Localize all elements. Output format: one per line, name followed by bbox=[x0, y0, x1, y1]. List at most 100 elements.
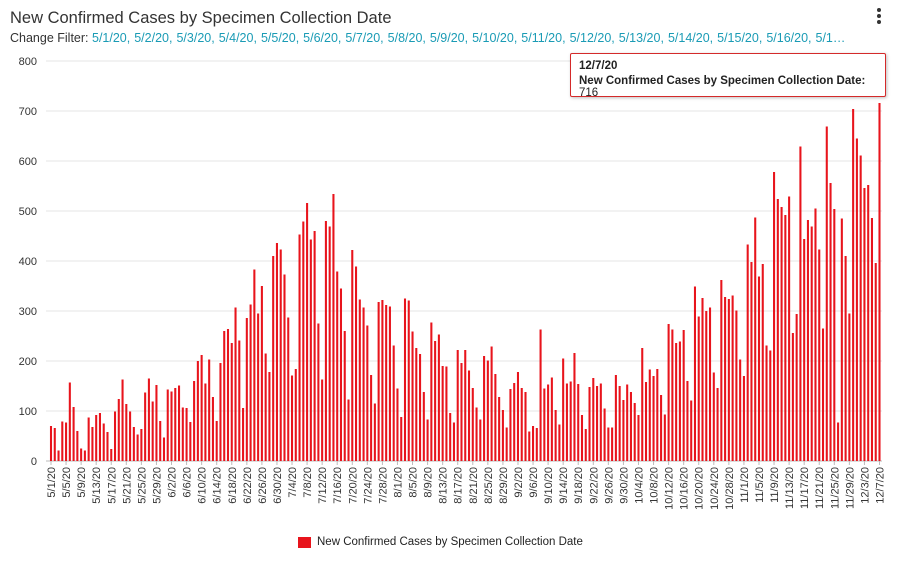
bar[interactable] bbox=[712, 372, 715, 462]
bar[interactable] bbox=[483, 356, 486, 461]
bar[interactable] bbox=[321, 379, 324, 462]
bar[interactable] bbox=[132, 427, 135, 461]
bar[interactable] bbox=[159, 421, 162, 461]
filter-date-link[interactable]: 5/6/20, bbox=[303, 31, 342, 45]
bar[interactable] bbox=[106, 432, 109, 461]
bar[interactable] bbox=[791, 333, 794, 461]
bar[interactable] bbox=[279, 249, 282, 462]
bar[interactable] bbox=[434, 341, 437, 461]
bar[interactable] bbox=[686, 381, 689, 461]
bar[interactable] bbox=[724, 297, 727, 461]
bar[interactable] bbox=[637, 415, 640, 461]
bar[interactable] bbox=[532, 426, 535, 461]
bar[interactable] bbox=[607, 427, 610, 462]
bar[interactable] bbox=[648, 369, 651, 462]
bar[interactable] bbox=[283, 274, 286, 462]
filter-date-link[interactable]: 5/16/20, bbox=[766, 31, 812, 45]
bar[interactable] bbox=[49, 426, 53, 461]
bar[interactable] bbox=[769, 350, 772, 462]
bar[interactable] bbox=[547, 384, 550, 462]
bar[interactable] bbox=[867, 185, 870, 461]
bar[interactable] bbox=[411, 331, 414, 462]
bar[interactable] bbox=[863, 188, 866, 461]
bar[interactable] bbox=[731, 295, 734, 462]
bar[interactable] bbox=[660, 395, 663, 461]
bar[interactable] bbox=[855, 138, 858, 462]
bar[interactable] bbox=[614, 375, 617, 461]
bar[interactable] bbox=[467, 370, 471, 462]
bar[interactable] bbox=[95, 415, 98, 461]
bar[interactable] bbox=[678, 341, 681, 462]
bar[interactable] bbox=[528, 431, 531, 462]
filter-date-link[interactable]: 5/12/20, bbox=[569, 31, 615, 45]
bar[interactable] bbox=[102, 423, 105, 462]
bar[interactable] bbox=[242, 408, 245, 461]
bar[interactable] bbox=[355, 266, 358, 462]
filter-date-link[interactable]: 5/2/20, bbox=[134, 31, 173, 45]
bar[interactable] bbox=[773, 172, 776, 461]
bar[interactable] bbox=[874, 263, 877, 461]
bar[interactable] bbox=[818, 249, 821, 462]
bar[interactable] bbox=[290, 375, 294, 462]
bar[interactable] bbox=[618, 386, 621, 461]
legend[interactable]: New Confirmed Cases by Specimen Collecti… bbox=[298, 536, 583, 548]
bar[interactable] bbox=[400, 417, 403, 461]
bar[interactable] bbox=[294, 369, 297, 461]
bar[interactable] bbox=[505, 427, 508, 462]
filter-date-link[interactable]: 5/10/20, bbox=[472, 31, 518, 45]
bar[interactable] bbox=[125, 404, 128, 461]
bar[interactable] bbox=[780, 207, 783, 461]
bar[interactable] bbox=[226, 329, 230, 461]
bar[interactable] bbox=[513, 383, 516, 461]
bar[interactable] bbox=[486, 360, 489, 462]
bar[interactable] bbox=[837, 422, 840, 462]
bar[interactable] bbox=[185, 408, 188, 461]
bar[interactable] bbox=[543, 388, 546, 462]
bar[interactable] bbox=[739, 359, 742, 462]
bar[interactable] bbox=[249, 304, 252, 462]
bar[interactable] bbox=[419, 354, 422, 461]
bar[interactable] bbox=[490, 346, 493, 462]
bar[interactable] bbox=[573, 353, 576, 461]
bar[interactable] bbox=[80, 448, 83, 462]
bar[interactable] bbox=[603, 408, 606, 462]
bar[interactable] bbox=[98, 413, 101, 461]
bar[interactable] bbox=[441, 366, 444, 461]
bar[interactable] bbox=[245, 318, 248, 461]
bar[interactable] bbox=[810, 226, 813, 462]
bar[interactable] bbox=[61, 421, 64, 462]
filter-date-link[interactable]: 5/8/20, bbox=[387, 31, 426, 45]
bar[interactable] bbox=[644, 382, 648, 461]
bar[interactable] bbox=[136, 434, 139, 462]
bar[interactable] bbox=[215, 421, 218, 461]
filter-date-link[interactable]: 5/13/20, bbox=[618, 31, 664, 45]
bar[interactable] bbox=[181, 407, 184, 462]
bar[interactable] bbox=[558, 424, 561, 462]
bar[interactable] bbox=[332, 194, 335, 461]
bar[interactable] bbox=[324, 221, 327, 461]
bar[interactable] bbox=[784, 215, 787, 461]
bar[interactable] bbox=[757, 276, 761, 462]
filter-date-link[interactable]: 5/3/20, bbox=[176, 31, 215, 45]
bar[interactable] bbox=[196, 361, 199, 461]
bar[interactable] bbox=[437, 334, 440, 462]
bar[interactable] bbox=[381, 300, 384, 461]
bar[interactable] bbox=[806, 220, 809, 461]
bar[interactable] bbox=[377, 302, 380, 461]
bar[interactable] bbox=[814, 208, 817, 462]
bar[interactable] bbox=[449, 413, 452, 461]
bar[interactable] bbox=[385, 305, 388, 461]
bar[interactable] bbox=[110, 449, 113, 461]
bar[interactable] bbox=[742, 376, 745, 461]
filter-date-link[interactable]: 5/7/20, bbox=[345, 31, 384, 45]
bar[interactable] bbox=[313, 231, 316, 461]
bar[interactable] bbox=[690, 400, 693, 462]
bar[interactable] bbox=[129, 411, 132, 462]
bar[interactable] bbox=[693, 286, 697, 462]
bar[interactable] bbox=[189, 422, 192, 461]
bar[interactable] bbox=[852, 109, 855, 461]
bar[interactable] bbox=[656, 369, 659, 461]
bar[interactable] bbox=[776, 199, 779, 461]
bar[interactable] bbox=[611, 427, 614, 462]
bar[interactable] bbox=[652, 376, 655, 461]
